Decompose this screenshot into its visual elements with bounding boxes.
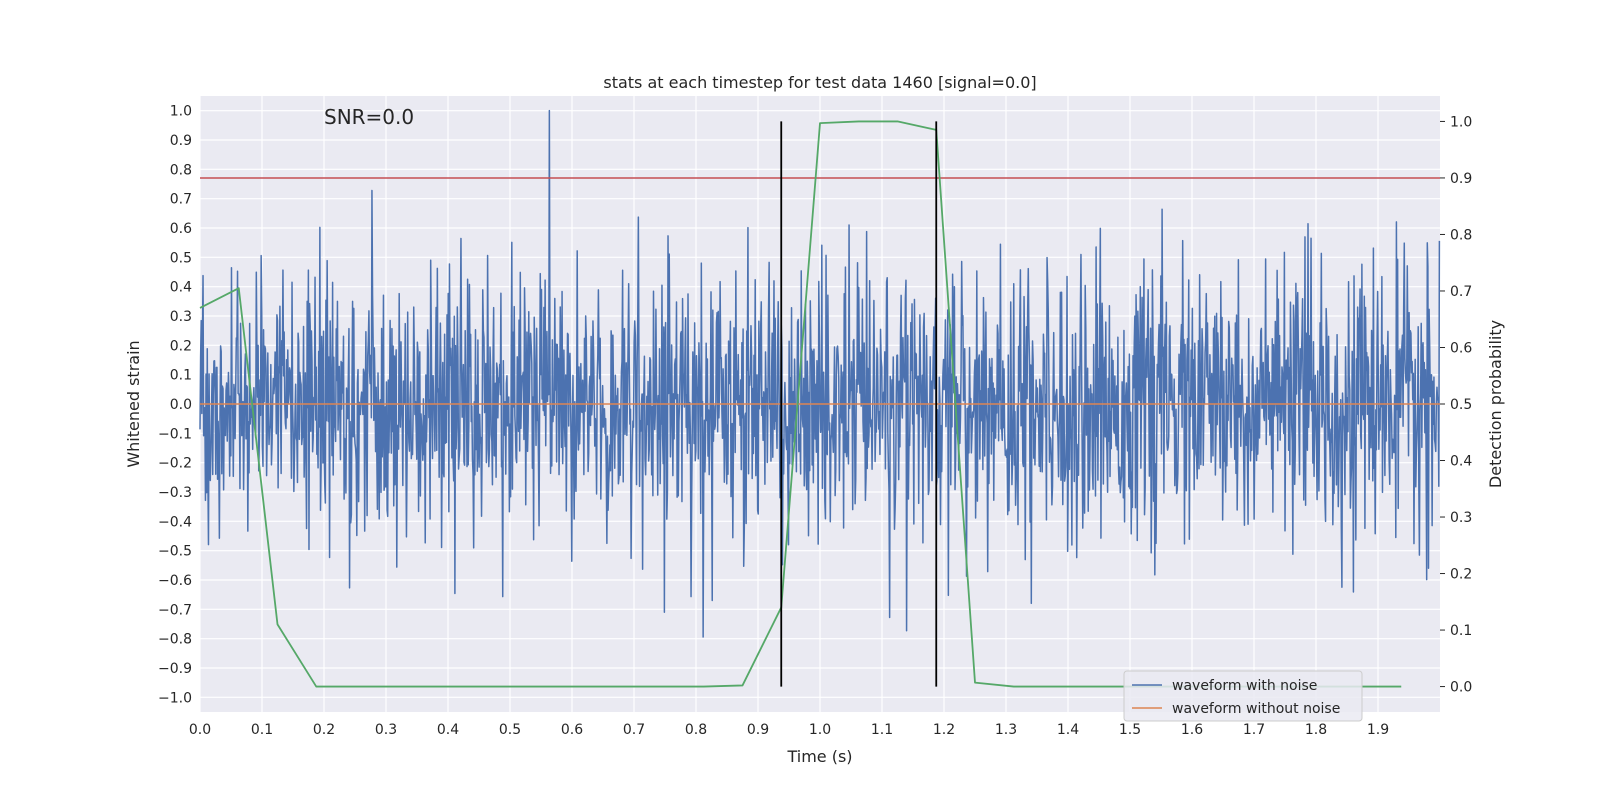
y-tick-label: −0.6 [158,573,192,589]
x-tick-label: 0.6 [561,722,583,738]
y-tick-label: −1.0 [158,690,192,706]
x-tick-label: 1.8 [1305,722,1327,738]
y-tick-label: −0.9 [158,661,192,677]
y-tick-label: 0.7 [170,192,192,208]
y-tick-label: 0.8 [170,162,192,178]
y-tick-label: 0.6 [170,221,192,237]
x-tick-label: 0.4 [437,722,459,738]
x-tick-label: 1.2 [933,722,955,738]
y-tick-label: 0.9 [170,133,192,149]
y-right-tick-label: 0.1 [1450,623,1472,639]
chart-title: stats at each timestep for test data 146… [603,73,1036,92]
y-right-tick-label: 0.9 [1450,171,1472,187]
y-tick-label: 0.5 [170,250,192,266]
y-tick-label: −0.7 [158,602,192,618]
y-tick-label: 0.1 [170,368,192,384]
y-tick-label: −0.8 [158,632,192,648]
x-tick-label: 1.5 [1119,722,1141,738]
x-tick-label: 1.3 [995,722,1017,738]
x-tick-label: 0.2 [313,722,335,738]
y-axis-label: Whitened strain [124,340,143,467]
y-tick-label: −0.4 [158,514,192,530]
y-right-tick-label: 0.6 [1450,340,1472,356]
y-tick-label: 0.4 [170,280,192,296]
legend-box [1123,670,1363,722]
waveform-with-noise-line [199,109,1441,638]
legend-label-noise: waveform with noise [1172,678,1317,694]
y-right-tick-label: 0.2 [1450,567,1472,583]
y-right-tick-label: 0.7 [1450,284,1472,300]
legend: waveform with noise waveform without noi… [1123,670,1363,722]
y-right-axis-label: Detection probability [1486,320,1505,488]
y-tick-label: 0.3 [170,309,192,325]
y-right-tick-label: 0.0 [1450,680,1472,696]
x-tick-label: 1.6 [1181,722,1203,738]
x-tick-label: 1.0 [809,722,831,738]
y-right-tick-label: 0.5 [1450,397,1472,413]
detection-markers [780,121,938,687]
y-right-tick-label: 0.3 [1450,510,1472,526]
x-tick-label: 0.3 [375,722,397,738]
y-tick-label: −0.5 [158,544,192,560]
legend-label-clean: waveform without noise [1172,701,1340,717]
y-tick-label: 1.0 [170,104,192,120]
y-tick-labels: 1.0 0.9 0.8 0.7 0.6 0.5 0.4 0.3 0.2 0.1 0.0 −0.1 −0.… [158,104,192,707]
x-tick-label: 0.1 [251,722,273,738]
y-tick-label: 0.0 [170,397,192,413]
x-tick-label: 0.9 [747,722,769,738]
x-tick-label: 1.9 [1367,722,1389,738]
x-tick-label: 0.8 [685,722,707,738]
y-right-tick-labels: 1.0 0.9 0.8 0.7 0.6 0.5 0.4 0.3 0.2 0.1 0.0 [1440,114,1472,696]
series-waveform-with-noise [199,109,1441,638]
y-right-tick-label: 0.4 [1450,454,1472,470]
y-tick-label: −0.1 [158,426,192,442]
x-tick-label: 1.4 [1057,722,1079,738]
y-tick-label: −0.2 [158,456,192,472]
x-tick-label: 0.0 [189,722,211,738]
x-tick-label: 0.5 [499,722,521,738]
x-tick-label: 0.7 [623,722,645,738]
y-tick-label: 0.2 [170,338,192,354]
x-tick-label: 1.1 [871,722,893,738]
x-axis-label: Time (s) [786,747,852,766]
y-right-tick-label: 0.8 [1450,227,1472,243]
y-tick-label: −0.3 [158,485,192,501]
x-tick-labels: 0.0 0.1 0.2 0.3 0.4 0.5 0.6 0.7 0.8 0.9 1.0 1.1 1.2 1… [189,722,1389,738]
x-tick-label: 1.7 [1243,722,1265,738]
snr-annotation: SNR=0.0 [324,105,414,129]
y-right-tick-label: 1.0 [1450,114,1472,130]
